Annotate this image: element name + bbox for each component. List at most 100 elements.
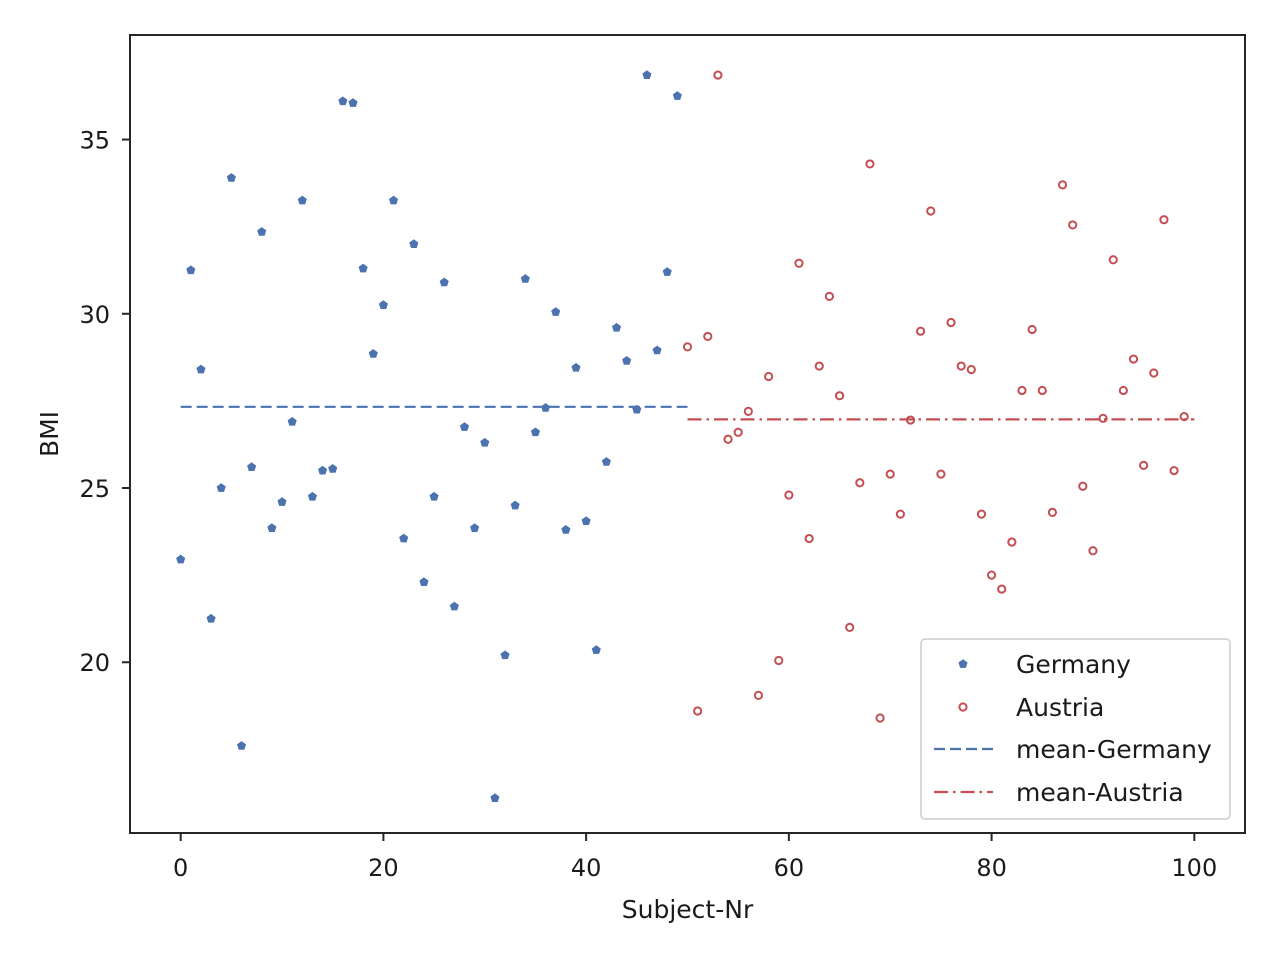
austria-point <box>733 427 743 437</box>
austria-point <box>794 258 804 268</box>
austria-point <box>713 70 723 80</box>
austria-point <box>1088 546 1098 556</box>
x-tick-label: 0 <box>173 854 188 882</box>
germany-point <box>601 457 611 466</box>
austria-point <box>723 434 733 444</box>
germany-point <box>328 464 338 473</box>
austria-point <box>682 342 693 352</box>
germany-point <box>439 277 449 287</box>
axes: 0 20 40 60 80 100 20 25 30 35 <box>79 34 1246 882</box>
germany-point <box>287 417 297 426</box>
germany-point <box>236 741 247 750</box>
legend-box <box>920 638 1231 820</box>
austria-point <box>1007 537 1017 547</box>
germany-point <box>581 516 591 525</box>
x-tick-label: 100 <box>1171 854 1217 882</box>
germany-point <box>500 650 510 660</box>
x-tick-label: 60 <box>774 854 805 882</box>
germany-point <box>206 613 216 623</box>
germany-point <box>459 422 470 431</box>
x-tick-label: 80 <box>976 854 1007 882</box>
austria-point <box>1057 180 1068 190</box>
germany-point <box>530 427 541 437</box>
germany-point <box>358 263 368 273</box>
legend-label-austria: Austria <box>1016 693 1104 722</box>
austria-point <box>1149 368 1159 378</box>
austria-point <box>885 469 895 479</box>
germany-point <box>591 645 601 654</box>
austria-point <box>753 690 764 700</box>
germany-point <box>368 349 378 358</box>
austria-point <box>824 291 835 301</box>
austria-point <box>865 159 875 169</box>
austria-point <box>1169 465 1179 476</box>
germany-point <box>247 462 257 471</box>
austria-point <box>1139 460 1149 470</box>
austria-point <box>1159 215 1169 225</box>
austria-point <box>916 326 926 336</box>
austria-point <box>1017 385 1027 396</box>
legend-austria-marker <box>958 702 968 712</box>
austria-point <box>926 206 936 216</box>
y-tick-label: 35 <box>79 127 110 155</box>
austria-point <box>1027 324 1037 335</box>
x-tick-label: 20 <box>368 854 399 882</box>
y-axis-label: BMI <box>35 411 64 457</box>
austria-point <box>956 361 966 371</box>
austria-point <box>1068 220 1078 230</box>
germany-point <box>652 345 662 355</box>
germany-point <box>409 239 419 248</box>
legend-label-germany: Germany <box>1016 650 1131 679</box>
austria-point <box>855 478 865 488</box>
germany-point <box>196 364 206 374</box>
y-tick-label: 25 <box>79 475 110 503</box>
austria-point <box>774 655 784 666</box>
germany-point <box>297 195 307 205</box>
germany-point <box>480 437 490 447</box>
x-axis-label: Subject-Nr <box>622 895 754 924</box>
germany-point <box>176 554 186 564</box>
germany-point <box>307 491 318 501</box>
germany-point <box>449 601 459 611</box>
y-tick-label: 30 <box>79 301 110 329</box>
austria-point <box>936 469 946 479</box>
austria-point <box>763 371 774 382</box>
x-tick-label: 40 <box>571 854 602 882</box>
germany-point <box>267 523 277 532</box>
austria-point <box>986 570 997 580</box>
germany-point <box>348 98 358 107</box>
germany-point <box>642 70 652 79</box>
plot-area <box>176 70 1195 803</box>
legend[interactable]: Germany Austria mean-Germany mean-Austria <box>920 638 1231 820</box>
germany-point <box>561 525 571 534</box>
austria-point <box>845 622 855 633</box>
austria-point <box>703 331 713 342</box>
austria-point <box>946 317 956 328</box>
germany-point <box>611 322 622 332</box>
austria-point <box>1047 507 1058 518</box>
germany-point <box>226 173 236 182</box>
austria-point <box>895 509 905 519</box>
austria-point <box>743 406 753 416</box>
austria-point <box>1108 255 1118 265</box>
austria-point <box>834 391 845 401</box>
germany-point <box>672 91 682 100</box>
austria-point <box>966 364 976 375</box>
germany-point <box>186 265 196 275</box>
legend-label-mean-austria: mean-Austria <box>1016 778 1184 807</box>
legend-germany-marker <box>958 659 968 668</box>
austria-point <box>804 533 814 544</box>
germany-point <box>571 362 581 372</box>
austria-point <box>875 713 885 723</box>
germany-point <box>378 300 388 309</box>
austria-point <box>1118 385 1128 396</box>
germany-point <box>429 491 439 501</box>
plot-frame <box>129 34 1246 834</box>
germany-point <box>388 195 399 205</box>
austria-point <box>1078 481 1088 491</box>
austria-point <box>1128 354 1139 364</box>
austria-point <box>1098 413 1108 423</box>
germany-point <box>419 577 429 586</box>
